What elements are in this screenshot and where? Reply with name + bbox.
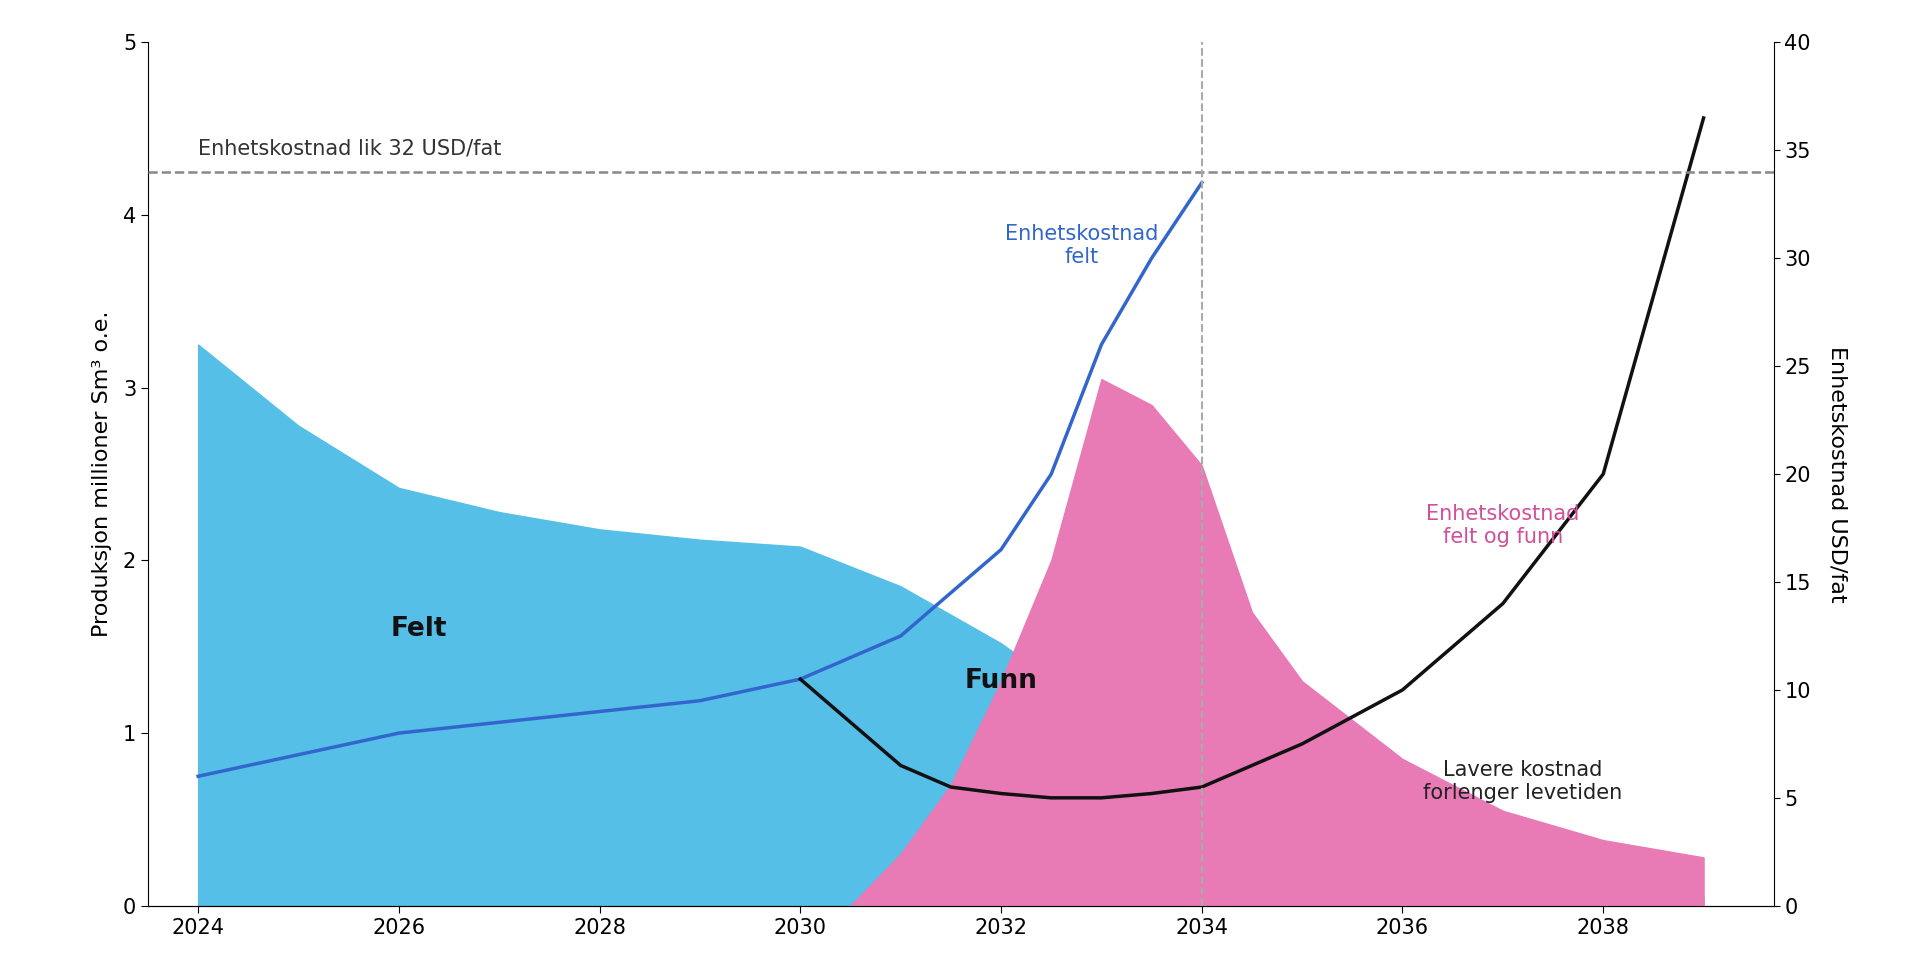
Text: Funn: Funn	[964, 669, 1037, 694]
Text: Enhetskostnad lik 32 USD/fat: Enhetskostnad lik 32 USD/fat	[198, 138, 501, 158]
Text: Lavere kostnad
forlenger levetiden: Lavere kostnad forlenger levetiden	[1423, 760, 1622, 803]
Y-axis label: Enhetskostnad USD/fat: Enhetskostnad USD/fat	[1828, 346, 1847, 603]
Text: Enhetskostnad
felt: Enhetskostnad felt	[1004, 224, 1158, 267]
Text: Enhetskostnad
felt og funn: Enhetskostnad felt og funn	[1427, 504, 1580, 547]
Y-axis label: Produksjon millioner Sm³ o.e.: Produksjon millioner Sm³ o.e.	[92, 311, 111, 638]
Text: Felt: Felt	[390, 616, 447, 642]
